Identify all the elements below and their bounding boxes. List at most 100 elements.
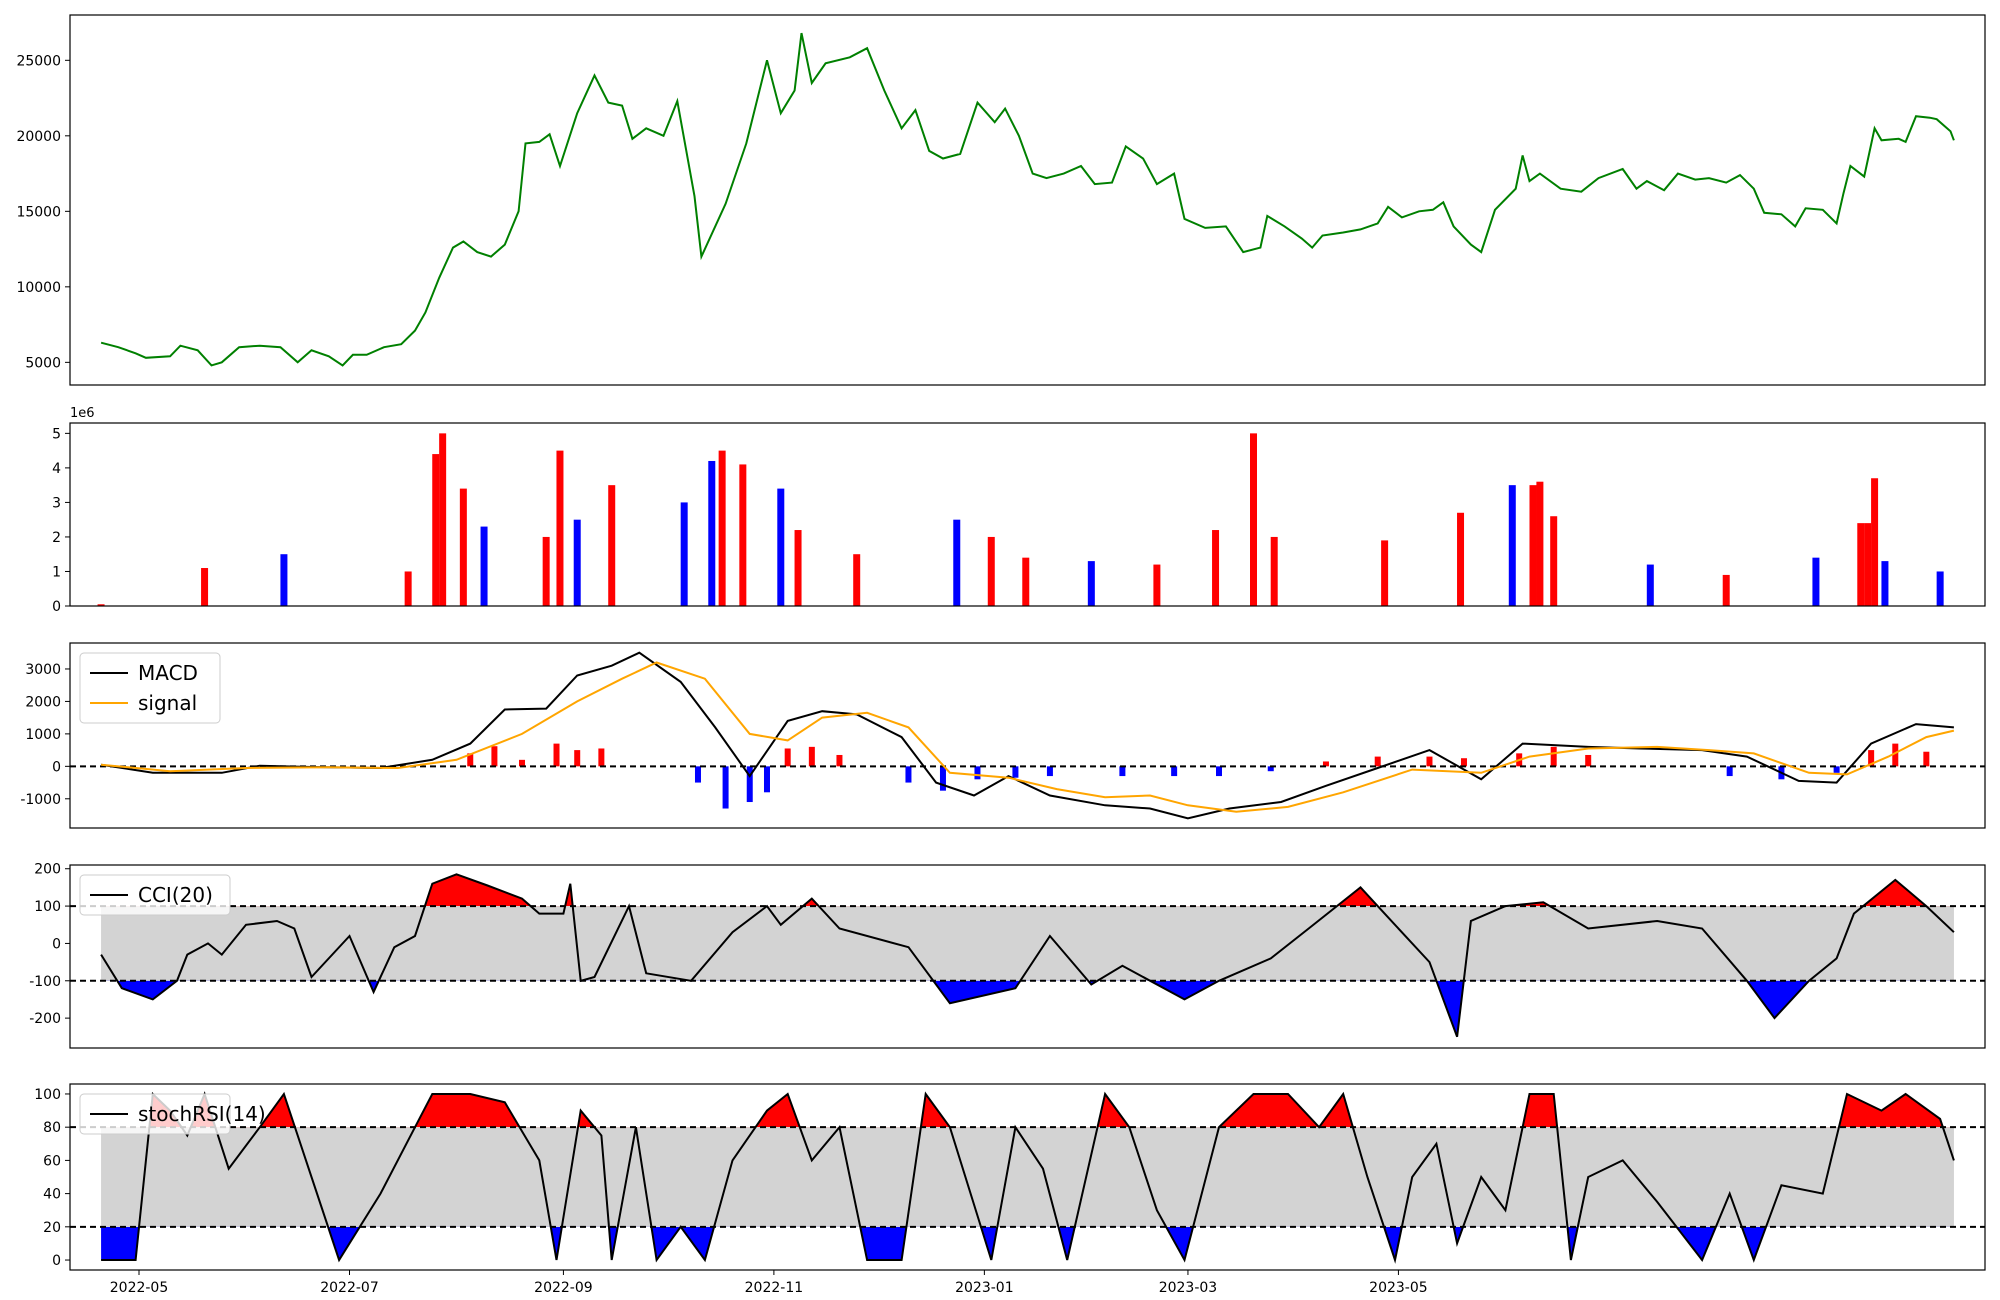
legend-box: [79, 652, 221, 724]
stochrsi-panel: 0 20 40 60 80 100 stochRSI(14): [34, 1083, 1986, 1271]
price-line-0: [100, 32, 1955, 367]
macd-hist-bar: [1833, 766, 1840, 773]
y-tick-label: 25000: [16, 53, 61, 69]
volume-bar: [201, 568, 209, 606]
volume-bar: [573, 519, 581, 606]
macd-line-1: [101, 661, 1955, 813]
stochrsi-frame: [69, 1083, 1986, 1271]
y-tick-label: 60: [43, 1153, 61, 1169]
volume-bar: [718, 450, 726, 606]
x-tick-label: 2023-01: [955, 1280, 1014, 1296]
x-tick-label: 2022-07: [320, 1280, 379, 1296]
y-tick-label: 4: [52, 461, 61, 477]
volume-bar: [556, 450, 564, 606]
macd-hist-bar: [763, 766, 770, 793]
cci-panel: -200 -100 0 100 200 CCI(20): [29, 862, 1986, 1049]
volume-bar: [680, 502, 688, 606]
macd-hist-bar: [784, 748, 791, 767]
macd-hist-bar: [574, 750, 581, 767]
volume-bar: [608, 485, 616, 606]
macd-hist-bar: [519, 759, 526, 767]
macd-hist-bar: [598, 748, 605, 767]
volume-bar: [1508, 485, 1516, 606]
x-tick-label: 2022-05: [110, 1280, 169, 1296]
price-frame: [69, 14, 1986, 386]
cci-frame: [69, 864, 1986, 1049]
volume-scale-label: 1e6: [70, 406, 95, 421]
volume-bar: [1881, 561, 1889, 606]
volume-bar: [1864, 523, 1872, 606]
stochrsi-legend: stochRSI(14): [79, 1093, 266, 1135]
macd-line-0: [100, 651, 1954, 820]
volume-bar: [1381, 540, 1389, 606]
volume-bar: [708, 460, 716, 606]
y-tick-label: 100: [34, 1087, 61, 1103]
y-tick-label: 5000: [25, 355, 61, 371]
y-tick-label: 2000: [25, 694, 61, 710]
macd-hist-bar: [1012, 766, 1019, 778]
volume-bar: [1550, 516, 1558, 606]
macd-hist-bar: [1426, 756, 1433, 767]
macd-hist-bar: [1726, 766, 1733, 777]
y-tick-label: 20: [43, 1220, 61, 1236]
macd-hist-bar: [694, 766, 701, 783]
macd-hist-bar: [1585, 754, 1592, 767]
x-tick-label: 2023-03: [1159, 1280, 1218, 1296]
legend-label: CCI(20): [138, 883, 213, 907]
y-tick-label: 2: [52, 530, 61, 546]
volume-bar: [280, 554, 288, 606]
legend-box: [79, 1093, 231, 1135]
volume-bar: [1536, 481, 1544, 606]
y-tick-label: 80: [43, 1120, 61, 1136]
volume-panel: 1e6 0 1 2 3 4 5: [52, 406, 1986, 615]
y-tick-label: 1000: [25, 727, 61, 743]
volume-bar: [1722, 574, 1730, 606]
y-tick-label: -1000: [20, 792, 61, 808]
y-tick-label: 0: [52, 936, 61, 952]
volume-bar: [432, 454, 440, 606]
stochrsi-overbought-fill: [149, 1094, 1943, 1128]
y-tick-label: -200: [29, 1011, 61, 1027]
macd-hist-bar: [746, 766, 753, 803]
x-tick-label: 2022-11: [745, 1280, 804, 1296]
volume-bar: [1936, 571, 1944, 606]
cci-line-0: [100, 873, 1955, 1038]
volume-bar: [1250, 433, 1258, 606]
volume-bar: [1212, 530, 1220, 606]
macd-hist-bar: [491, 746, 498, 767]
legend-label: stochRSI(14): [138, 1102, 266, 1126]
macd-hist-bar: [1171, 766, 1178, 777]
volume-bar: [853, 554, 861, 606]
macd-hist-bar: [467, 753, 474, 767]
y-tick-label: 3000: [25, 662, 61, 678]
macd-hist-bar: [939, 766, 946, 791]
macd-hist-bar: [808, 746, 815, 767]
y-tick-label: -100: [29, 974, 61, 990]
y-tick-label: 20000: [16, 129, 61, 145]
volume-bar: [404, 571, 412, 606]
volume-bar: [1529, 485, 1537, 606]
macd-hist-bar: [1046, 766, 1053, 777]
y-tick-label: 3: [52, 495, 61, 511]
macd-hist-bar: [836, 754, 843, 767]
y-tick-label: 0: [52, 599, 61, 615]
volume-bar: [1646, 564, 1654, 606]
stochrsi-neutral-band: [101, 1127, 1954, 1227]
macd-hist-bar: [1216, 766, 1222, 777]
macd-hist-bar: [722, 766, 729, 809]
y-tick-label: 40: [43, 1187, 61, 1203]
macd-hist-bar: [1868, 750, 1875, 767]
volume-bar: [1270, 536, 1278, 606]
volume-bar: [480, 526, 488, 606]
volume-bar: [1457, 512, 1465, 606]
volume-bar: [794, 530, 802, 606]
macd-hist-bar: [1892, 743, 1899, 767]
macd-hist-bar: [1923, 751, 1930, 767]
volume-frame: [69, 422, 1986, 607]
macd-hist-bar: [553, 743, 560, 767]
volume-bar: [953, 519, 961, 606]
volume-bar: [1857, 523, 1865, 606]
y-tick-label: 5: [52, 426, 61, 442]
macd-hist-bar: [1119, 766, 1126, 777]
